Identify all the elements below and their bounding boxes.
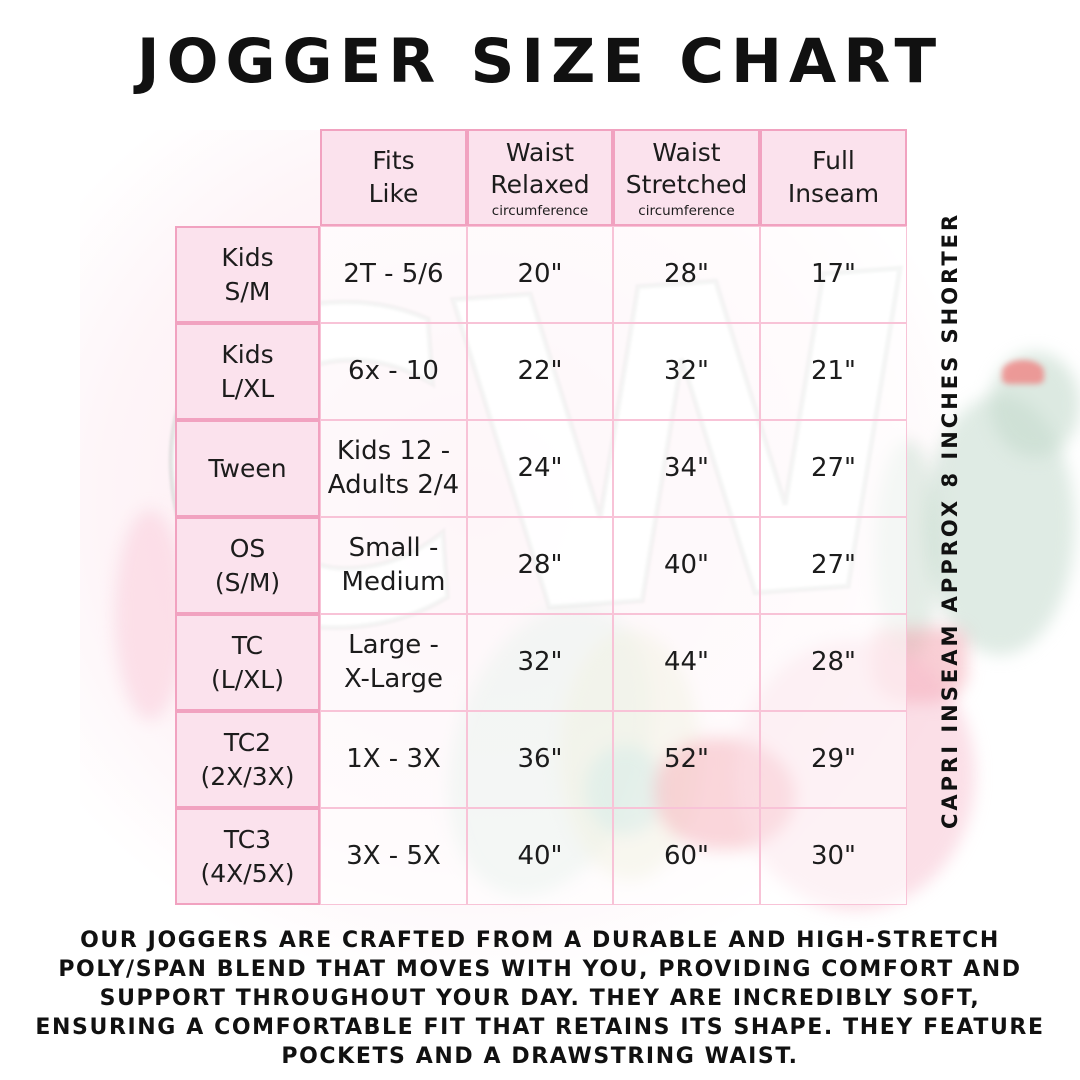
- table-cell: 52": [613, 711, 760, 808]
- table-cell: 21": [760, 323, 907, 420]
- column-header-waist-stretched: Waist Stretched circumference: [613, 129, 760, 226]
- row-label-tc3: TC3 (4X/5X): [175, 808, 320, 905]
- table-cell: Large - X-Large: [320, 614, 467, 711]
- table-cell: 3X - 5X: [320, 808, 467, 905]
- table-cell: 20": [467, 226, 613, 323]
- description-line: ENSURING A COMFORTABLE FIT THAT RETAINS …: [35, 1015, 1045, 1040]
- table-cell: 6x - 10: [320, 323, 467, 420]
- table-cell: 29": [760, 711, 907, 808]
- table-cell: 36": [467, 711, 613, 808]
- table-cell: 30": [760, 808, 907, 905]
- column-header-label: Waist Relaxed: [490, 137, 590, 200]
- table-cell: 60": [613, 808, 760, 905]
- description-line: POCKETS AND A DRAWSTRING WAIST.: [281, 1044, 799, 1069]
- table-cell: 28": [467, 517, 613, 614]
- coral-flower-art: [1002, 360, 1044, 384]
- description-line: POLY/SPAN BLEND THAT MOVES WITH YOU, PRO…: [58, 957, 1022, 982]
- row-label-tween: Tween: [175, 420, 320, 517]
- table-cell: 27": [760, 517, 907, 614]
- table-cell: 22": [467, 323, 613, 420]
- table-cell: 28": [760, 614, 907, 711]
- description-text: OUR JOGGERS ARE CRAFTED FROM A DURABLE A…: [30, 926, 1050, 1071]
- description-line: OUR JOGGERS ARE CRAFTED FROM A DURABLE A…: [80, 928, 1000, 953]
- column-header-full-inseam: Full Inseam: [760, 129, 907, 226]
- table-cell: 2T - 5/6: [320, 226, 467, 323]
- table-cell: Small - Medium: [320, 517, 467, 614]
- table-cell: 17": [760, 226, 907, 323]
- table-corner-spacer: [175, 129, 320, 226]
- table-cell: Kids 12 - Adults 2/4: [320, 420, 467, 517]
- description-line: SUPPORT THROUGHOUT YOUR DAY. THEY ARE IN…: [99, 986, 981, 1011]
- column-header-label: Waist Stretched: [625, 137, 748, 200]
- column-header-subtitle: circumference: [638, 202, 735, 219]
- table-cell: 32": [613, 323, 760, 420]
- table-cell: 44": [613, 614, 760, 711]
- capri-inseam-note: CAPRI INSEAM APPROX 8 INCHES SHORTER: [938, 211, 962, 829]
- size-chart-table: Fits Like Waist Relaxed circumference Wa…: [175, 129, 907, 905]
- row-label-kids-sm: Kids S/M: [175, 226, 320, 323]
- table-cell: 34": [613, 420, 760, 517]
- table-cell: 24": [467, 420, 613, 517]
- table-cell: 28": [613, 226, 760, 323]
- table-cell: 40": [613, 517, 760, 614]
- table-cell: 27": [760, 420, 907, 517]
- column-header-label: Full Inseam: [787, 146, 880, 208]
- column-header-subtitle: circumference: [491, 202, 589, 219]
- page-title: JOGGER SIZE CHART: [136, 26, 944, 97]
- row-label-tc: TC (L/XL): [175, 614, 320, 711]
- row-label-tc2: TC2 (2X/3X): [175, 711, 320, 808]
- column-header-fits-like: Fits Like: [320, 129, 467, 226]
- row-label-os: OS (S/M): [175, 517, 320, 614]
- pink-wash-left-art: [115, 510, 185, 720]
- table-cell: 32": [467, 614, 613, 711]
- table-cell: 40": [467, 808, 613, 905]
- column-header-label: Fits Like: [368, 146, 419, 208]
- table-cell: 1X - 3X: [320, 711, 467, 808]
- row-label-kids-lxl: Kids L/XL: [175, 323, 320, 420]
- column-header-waist-relaxed: Waist Relaxed circumference: [467, 129, 613, 226]
